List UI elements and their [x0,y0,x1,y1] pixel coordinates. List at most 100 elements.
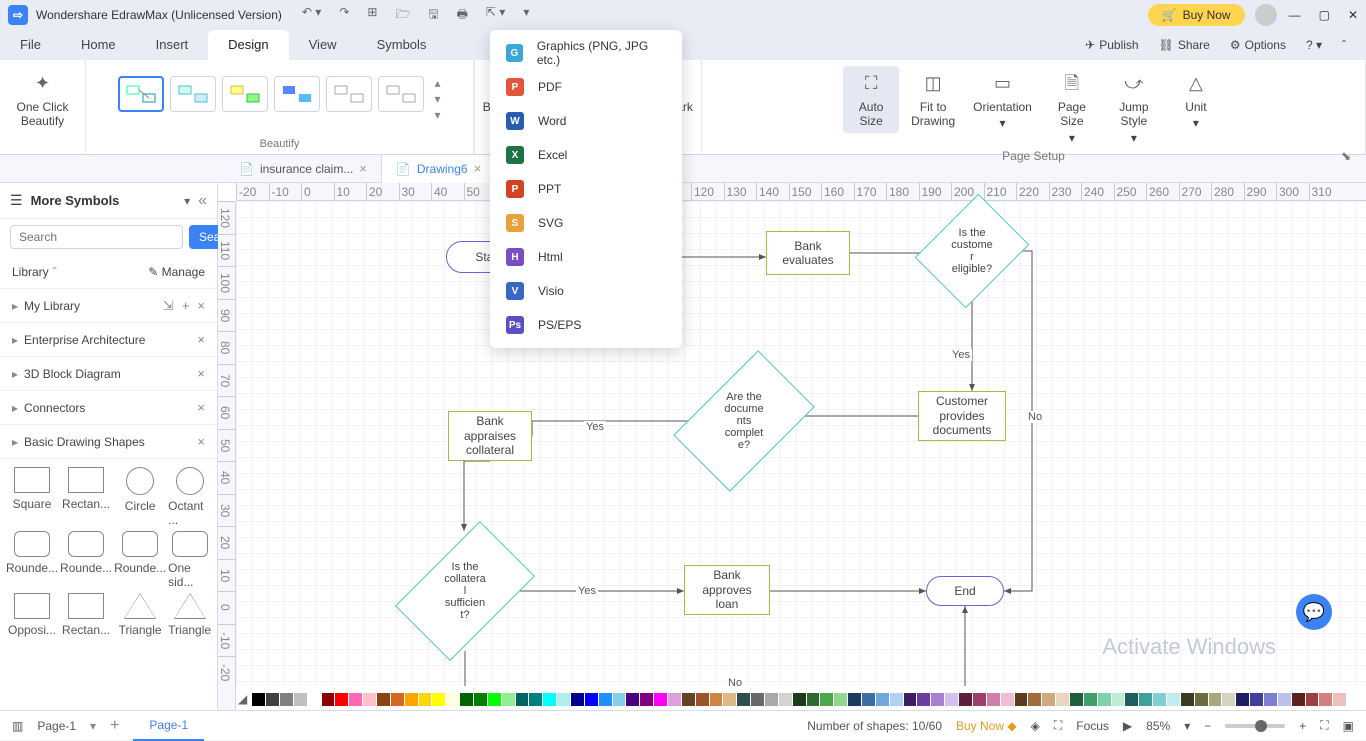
zoom-slider[interactable] [1225,724,1285,728]
flowchart-decision[interactable]: Is the collatera l sufficien t? [426,531,504,651]
color-swatch[interactable] [1139,693,1152,706]
theme-swatch[interactable] [378,76,424,112]
color-swatch[interactable] [765,693,778,706]
color-swatch[interactable] [1125,693,1138,706]
color-swatch[interactable] [543,693,556,706]
color-swatch[interactable] [1112,693,1125,706]
color-swatch[interactable] [1070,693,1083,706]
zoom-in-icon[interactable]: + [1299,719,1306,733]
color-swatch[interactable] [391,693,404,706]
color-swatch[interactable] [1209,693,1222,706]
color-swatch[interactable] [557,693,570,706]
shape-item[interactable]: Rounde... [6,531,58,589]
color-swatch[interactable] [1319,693,1332,706]
shape-item[interactable]: Circle [114,467,166,527]
pages-icon[interactable]: ▥ [12,719,23,733]
chat-icon[interactable]: 💬 [1296,594,1332,630]
color-swatch[interactable] [377,693,390,706]
focus-icon[interactable]: ⛶ [1054,718,1062,733]
color-swatch[interactable] [834,693,847,706]
color-swatch[interactable] [280,693,293,706]
color-swatch[interactable] [1153,693,1166,706]
jump-style-button[interactable]: ⤻Jump Style▾ [1106,66,1162,149]
buy-now-link[interactable]: Buy Now ◆ [956,719,1017,733]
color-swatch[interactable] [363,693,376,706]
color-swatch[interactable] [1195,693,1208,706]
color-swatch[interactable] [668,693,681,706]
fullscreen-icon[interactable]: ▣ [1343,719,1354,733]
color-swatch[interactable] [252,693,265,706]
library-category[interactable]: ▸Connectors× [0,391,217,425]
theme-swatch[interactable] [118,76,164,112]
color-swatch[interactable] [1306,693,1319,706]
color-swatch[interactable] [1084,693,1097,706]
color-swatch[interactable] [432,693,445,706]
close-tab-icon[interactable]: × [359,161,367,176]
color-swatch[interactable] [1042,693,1055,706]
color-swatch[interactable] [1098,693,1111,706]
color-swatch[interactable] [1001,693,1014,706]
fit-page-icon[interactable]: ⛶ [1320,718,1328,733]
color-swatch[interactable] [737,693,750,706]
shape-item[interactable]: Octant ... [168,467,211,527]
color-swatch[interactable] [1292,693,1305,706]
save-icon[interactable]: 🖫 [428,5,438,26]
export-item[interactable]: GGraphics (PNG, JPG etc.) [490,36,682,70]
more-icon[interactable]: ▾ [523,5,529,26]
color-swatch[interactable] [890,693,903,706]
color-swatch[interactable] [820,693,833,706]
menu-symbols[interactable]: Symbols [357,30,447,60]
shape-item[interactable]: Triangle [168,593,211,637]
menu-home[interactable]: Home [61,30,136,60]
add-page-icon[interactable]: + [110,717,119,735]
menu-design[interactable]: Design [208,30,288,60]
undo-icon[interactable]: ↶ ▾ [302,5,321,26]
color-swatch[interactable] [1250,693,1263,706]
canvas[interactable]: -20-100102030405070809010011012013014015… [218,183,1366,710]
theme-swatch[interactable] [222,76,268,112]
color-swatch[interactable] [516,693,529,706]
color-swatch[interactable] [807,693,820,706]
buy-now-button[interactable]: 🛒 Buy Now [1148,4,1245,26]
open-icon[interactable]: 🗁 [395,5,410,26]
theme-swatch[interactable] [274,76,320,112]
export-item[interactable]: VVisio [490,274,682,308]
close-tab-icon[interactable]: × [474,161,482,176]
color-swatch[interactable] [294,693,307,706]
color-swatch[interactable] [987,693,1000,706]
color-swatch[interactable] [1181,693,1194,706]
color-swatch[interactable] [654,693,667,706]
fill-icon[interactable]: ◢ [238,692,247,706]
publish-button[interactable]: ✈ Publish [1085,38,1138,52]
menu-view[interactable]: View [289,30,357,60]
color-swatch[interactable] [266,693,279,706]
color-swatch[interactable] [696,693,709,706]
page-tab[interactable]: Page-1 [133,711,204,741]
page-size-button[interactable]: 🗎Page Size▾ [1044,66,1100,149]
shape-item[interactable]: Square [6,467,58,527]
flowchart-process[interactable]: Customer provides documents [918,391,1006,441]
search-input[interactable] [10,225,183,249]
export-item[interactable]: XExcel [490,138,682,172]
avatar[interactable] [1255,4,1277,26]
color-swatch[interactable] [779,693,792,706]
collapse-ribbon-icon[interactable]: ˆ [1342,38,1346,52]
fit-drawing-button[interactable]: ◫Fit to Drawing [905,66,961,133]
flowchart-process[interactable]: Bank approves loan [684,565,770,615]
color-swatch[interactable] [460,693,473,706]
export-item[interactable]: PsPS/EPS [490,308,682,342]
color-swatch[interactable] [1278,693,1291,706]
color-swatch[interactable] [751,693,764,706]
color-swatch[interactable] [723,693,736,706]
color-swatch[interactable] [502,693,515,706]
color-swatch[interactable] [349,693,362,706]
color-swatch[interactable] [405,693,418,706]
color-swatch[interactable] [1236,693,1249,706]
color-swatch[interactable] [917,693,930,706]
export-item[interactable]: WWord [490,104,682,138]
color-swatch[interactable] [626,693,639,706]
document-tab[interactable]: 📄Drawing6× [382,155,496,183]
theme-swatch[interactable] [326,76,372,112]
unit-button[interactable]: △Unit▾ [1168,66,1224,135]
auto-size-button[interactable]: ⛶Auto Size [843,66,899,133]
